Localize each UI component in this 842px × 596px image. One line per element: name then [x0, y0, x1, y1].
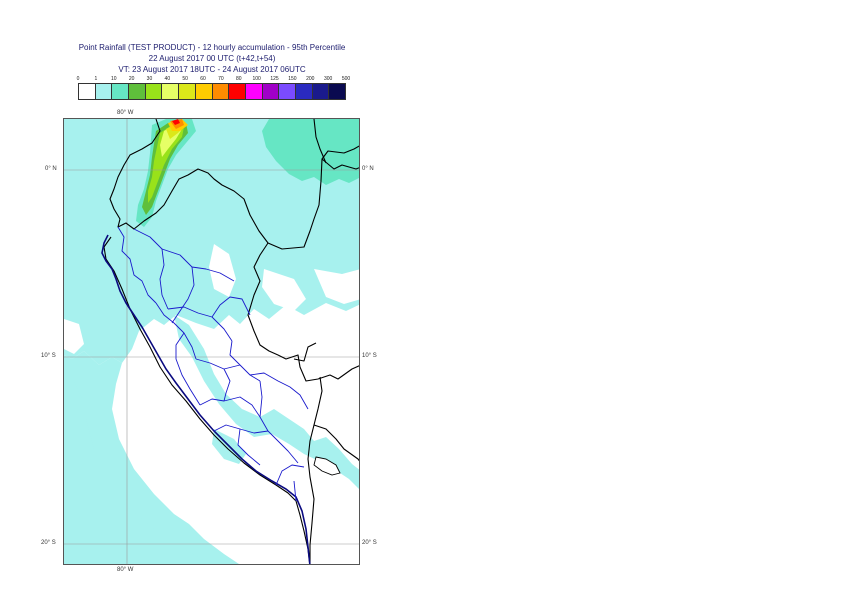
legend-label: 100 — [252, 76, 261, 82]
legend-label: 0 — [76, 76, 80, 82]
legend-label: 1 — [94, 76, 98, 82]
legend-swatch — [79, 84, 96, 99]
lat-label-eq-right: 0° N — [362, 166, 374, 172]
legend-label: 20 — [128, 76, 135, 82]
graticule — [64, 119, 359, 564]
legend-labels: 0 1 10 20 30 40 50 60 70 80 100 125 150 200 300 500 — [76, 76, 351, 84]
legend-swatch — [295, 84, 313, 99]
legend-swatch — [95, 84, 113, 99]
legend-label: 200 — [306, 76, 315, 82]
legend-label: 500 — [341, 76, 351, 82]
country-borders — [103, 119, 359, 564]
legend-colorbar — [78, 83, 346, 100]
lat-label-20s-left: 20° S — [41, 540, 56, 546]
legend-swatch — [262, 84, 280, 99]
legend-swatch — [162, 84, 180, 99]
legend-swatch — [245, 84, 263, 99]
legend-label: 50 — [182, 76, 188, 82]
coastline — [101, 234, 311, 564]
model-run-time: 22 August 2017 00 UTC (t+42,t+54) — [148, 54, 276, 63]
lon-label-bottom: 80° W — [117, 567, 134, 573]
validity-time: VT: 23 August 2017 18UTC - 24 August 201… — [118, 65, 306, 74]
map-canvas — [64, 119, 359, 564]
legend-label: 300 — [323, 76, 333, 82]
legend-label: 150 — [288, 76, 297, 82]
legend-label: 80 — [236, 76, 242, 82]
legend-swatch — [229, 84, 246, 99]
legend-label: 60 — [200, 76, 206, 82]
legend-swatch — [129, 84, 146, 99]
rain-band-andes — [136, 119, 196, 227]
legend-label: 125 — [270, 76, 279, 82]
lat-label-eq-left: 0° N — [45, 166, 57, 172]
region-boundaries — [117, 226, 309, 502]
lat-label-20s-right: 20° S — [362, 540, 377, 546]
legend-label: 70 — [218, 76, 224, 82]
lon-label-top: 80° W — [117, 110, 134, 116]
legend-swatch — [279, 84, 296, 99]
legend-swatch — [145, 84, 163, 99]
legend-label: 40 — [164, 76, 171, 82]
lat-label-10s-left: 10° S — [41, 353, 56, 359]
rainfall-map — [63, 118, 360, 565]
legend-label: 30 — [146, 76, 153, 82]
legend-swatch — [112, 84, 130, 99]
legend-swatch — [329, 84, 345, 99]
map-title: Point Rainfall (TEST PRODUCT) - 12 hourl… — [78, 43, 346, 52]
legend-label: 10 — [110, 76, 117, 82]
lat-label-10s-right: 10° S — [362, 353, 377, 359]
legend-swatch — [195, 84, 213, 99]
legend-swatch — [212, 84, 230, 99]
lake-titicaca — [313, 456, 341, 476]
legend-swatch — [179, 84, 196, 99]
legend-swatch — [312, 84, 330, 99]
